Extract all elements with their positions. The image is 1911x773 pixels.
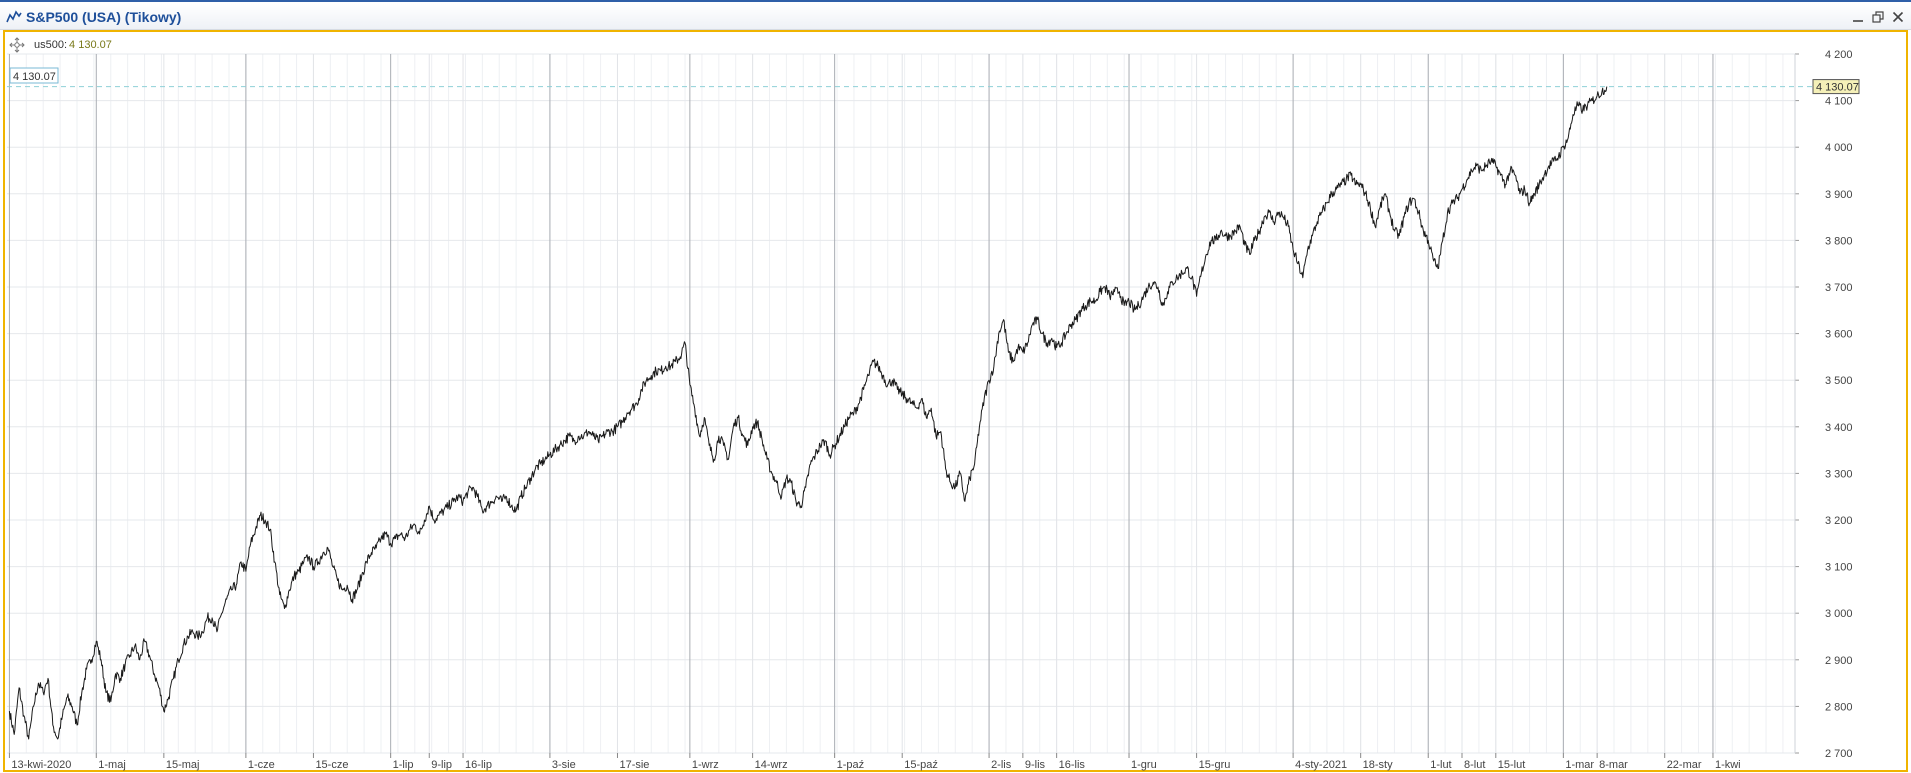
x-tick-label: 1-kwi xyxy=(1715,759,1741,771)
y-tick-label: 3 800 xyxy=(1825,235,1853,247)
x-tick-label: 1-lut xyxy=(1430,759,1451,771)
series-layer xyxy=(8,86,1608,740)
x-tick-label: 15-lut xyxy=(1498,759,1526,771)
y-tick-label: 3 200 xyxy=(1825,515,1853,527)
y-tick-label: 4 000 xyxy=(1825,142,1853,154)
x-tick-label: 3-sie xyxy=(552,759,576,771)
legend-value: 4 130.07 xyxy=(69,39,112,51)
x-tick-label: 1-paź xyxy=(837,759,865,771)
minimize-icon[interactable] xyxy=(1849,8,1867,26)
x-tick-label: 9-lip xyxy=(431,759,452,771)
x-tick-label: 16-lip xyxy=(465,759,492,771)
move-icon[interactable] xyxy=(9,37,25,53)
last-price-label: 4 130.07 xyxy=(1816,82,1859,94)
line-chart-icon xyxy=(6,10,22,23)
x-tick-label: 15-cze xyxy=(315,759,348,771)
x-tick-label: 15-maj xyxy=(166,759,200,771)
restore-icon[interactable] xyxy=(1869,8,1887,26)
cursor-value-label: 4 130.07 xyxy=(13,71,56,83)
x-tick-label: 1-mar xyxy=(1565,759,1594,771)
x-tick-label: 13-kwi-2020 xyxy=(11,759,71,771)
y-tick-label: 3 600 xyxy=(1825,329,1853,341)
y-tick-label: 2 900 xyxy=(1825,655,1853,667)
y-tick-label: 3 900 xyxy=(1825,189,1853,201)
window-title: S&P500 (USA) (Tikowy) xyxy=(26,9,182,25)
grid xyxy=(7,53,1795,754)
x-tick-label: 1-cze xyxy=(248,759,275,771)
labels: 4 130.07 4 130.07 xyxy=(9,67,1860,95)
y-tick-label: 3 500 xyxy=(1825,375,1853,387)
close-icon[interactable] xyxy=(1889,8,1907,26)
x-tick-label: 2-lis xyxy=(991,759,1012,771)
y-tick-label: 3 700 xyxy=(1825,282,1853,294)
x-tick-label: 15-gru xyxy=(1199,759,1231,771)
legend-symbol: us500: xyxy=(34,39,68,51)
last-price-box xyxy=(1812,79,1860,95)
y-tick-label: 2 800 xyxy=(1825,701,1853,713)
x-tick-label: 16-lis xyxy=(1059,759,1086,771)
y-tick-label: 3 000 xyxy=(1825,608,1853,620)
y-tick-label: 3 400 xyxy=(1825,422,1853,434)
x-tick-label: 1-gru xyxy=(1131,759,1157,771)
window-controls xyxy=(1849,8,1907,26)
x-tick-label: 1-maj xyxy=(98,759,126,771)
title-bar[interactable]: S&P500 (USA) (Tikowy) xyxy=(0,4,1911,30)
x-tick-label: 8-lut xyxy=(1464,759,1485,771)
x-tick-label: 17-sie xyxy=(619,759,649,771)
x-tick-label: 14-wrz xyxy=(755,759,788,771)
x-tick-label: 8-mar xyxy=(1599,759,1628,771)
x-tick-label: 15-paź xyxy=(904,759,938,771)
x-tick-label: 1-lip xyxy=(393,759,414,771)
y-tick-label: 4 100 xyxy=(1825,96,1853,108)
x-tick-label: 1-wrz xyxy=(692,759,719,771)
x-tick-label: 22-mar xyxy=(1667,759,1702,771)
x-tick-label: 4-sty-2021 xyxy=(1295,759,1347,771)
x-axis: 13-kwi-2020 1-maj 15-maj 1-cze 15-cze 1-lip 9-… xyxy=(8,753,1741,771)
y-tick-label: 3 100 xyxy=(1825,562,1853,574)
cursor-value-box xyxy=(9,67,59,84)
x-tick-label: 18-sty xyxy=(1363,759,1393,771)
y-tick-label: 2 700 xyxy=(1825,748,1853,760)
legend: us500: 4 130.07 xyxy=(9,36,112,54)
y-tick-label: 3 300 xyxy=(1825,468,1853,480)
x-tick-label: 9-lis xyxy=(1025,759,1046,771)
y-axis: 2 700 2 800 2 900 3 000 3 100 3 200 3 300 3 400… xyxy=(1794,49,1853,760)
price-series-line xyxy=(8,86,1608,740)
y-tick-label: 4 200 xyxy=(1825,49,1853,61)
